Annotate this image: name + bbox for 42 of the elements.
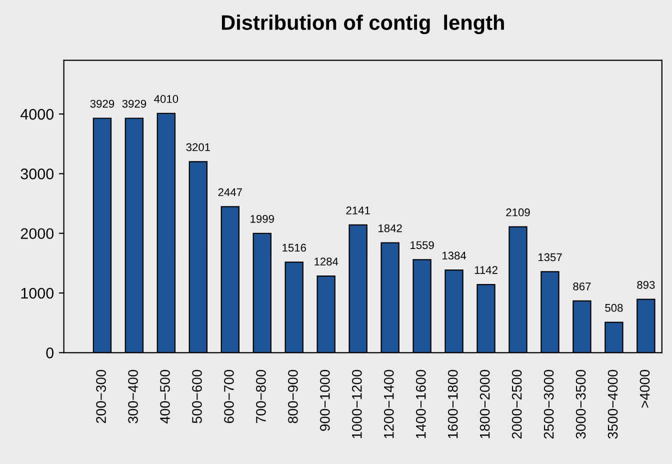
data-label: 1284 bbox=[314, 258, 338, 266]
x-tick-label: 900−1000 bbox=[320, 370, 330, 431]
data-label: 1999 bbox=[250, 214, 274, 223]
chart-title: Distribution of contig length bbox=[222, 14, 504, 34]
data-label: 2447 bbox=[218, 188, 242, 196]
x-tick-label: 300−400 bbox=[128, 370, 138, 424]
data-label: 867 bbox=[573, 282, 591, 290]
x-tick-label: 700−800 bbox=[256, 370, 266, 424]
data-label: 1842 bbox=[378, 224, 402, 232]
data-label: 3201 bbox=[186, 143, 210, 152]
x-tick-label: 1200−1400 bbox=[384, 370, 394, 438]
x-tick-label: 1800−2000 bbox=[480, 370, 490, 438]
data-label: 2141 bbox=[346, 206, 370, 214]
x-tick-label: 1600−1800 bbox=[448, 370, 458, 438]
x-tick-label: 2000−2500 bbox=[512, 370, 522, 439]
x-tick-label: 3000−3500 bbox=[576, 370, 586, 439]
data-label: 1559 bbox=[410, 241, 434, 250]
data-label: 1357 bbox=[538, 253, 562, 262]
data-label: 1384 bbox=[442, 252, 466, 260]
x-tick-label: 400−500 bbox=[160, 370, 170, 424]
data-label: 893 bbox=[637, 280, 655, 289]
y-tick-label: 0 bbox=[46, 348, 54, 358]
x-tick-label: 600−700 bbox=[224, 370, 234, 424]
data-label: 2109 bbox=[506, 208, 530, 216]
x-tick-label: 200−300 bbox=[96, 370, 106, 424]
data-label: 4010 bbox=[154, 95, 178, 103]
y-tick-label: 1000 bbox=[21, 288, 54, 299]
y-tick-label: 2000 bbox=[20, 228, 54, 240]
data-label: 508 bbox=[605, 304, 623, 312]
x-tick-label: 1000−1200 bbox=[352, 370, 362, 438]
data-label: 3929 bbox=[90, 100, 114, 108]
data-label: 1516 bbox=[282, 244, 306, 252]
x-tick-label: 500−600 bbox=[192, 370, 202, 424]
data-label: 3929 bbox=[122, 100, 146, 108]
y-tick-label: 3000 bbox=[20, 168, 54, 180]
data-label: 1142 bbox=[474, 266, 498, 274]
x-tick-label: >4000 bbox=[640, 370, 650, 408]
x-tick-label: 2500−3000 bbox=[544, 370, 554, 439]
y-tick-label: 4000 bbox=[20, 108, 54, 120]
x-tick-label: 1400−1600 bbox=[416, 370, 426, 438]
x-tick-label: 3500−4000 bbox=[608, 370, 618, 439]
x-tick-label: 800−900 bbox=[288, 370, 298, 424]
